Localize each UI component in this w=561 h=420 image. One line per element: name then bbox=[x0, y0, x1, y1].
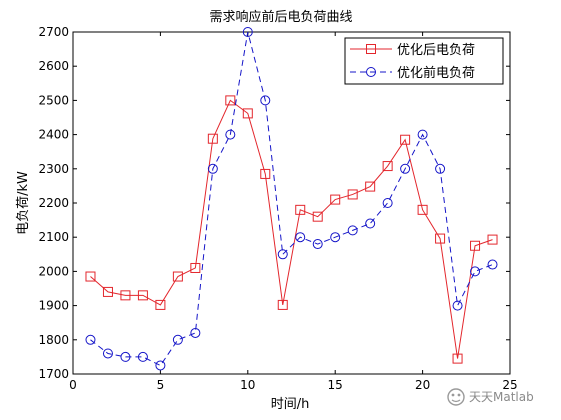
legend-label-series-0: 优化后电负荷 bbox=[397, 43, 475, 58]
y-tick-label: 2000 bbox=[38, 264, 69, 278]
axis-ticks: 0 5 10 15 20 25 1700 1800 1900 2000 2100 2200 2300 24… bbox=[38, 25, 517, 392]
series-0-point bbox=[260, 168, 271, 179]
series-1-point bbox=[172, 334, 183, 345]
series-1-point bbox=[225, 129, 236, 140]
series-0-point bbox=[295, 204, 306, 215]
series-1-point bbox=[452, 300, 463, 311]
y-tick-label: 1800 bbox=[38, 333, 69, 347]
legend: 优化后电负荷 优化前电负荷 bbox=[344, 37, 504, 85]
series-0-point bbox=[102, 286, 113, 297]
x-tick-label: 5 bbox=[157, 378, 165, 392]
y-tick-label: 1700 bbox=[38, 367, 69, 381]
y-tick-label: 2700 bbox=[38, 25, 69, 39]
series-0-point bbox=[207, 133, 218, 144]
series-0-point bbox=[137, 290, 148, 301]
series-1-point bbox=[85, 334, 96, 345]
series-1-point bbox=[120, 351, 131, 362]
series-0-point bbox=[400, 134, 411, 145]
y-tick-label: 2400 bbox=[38, 128, 69, 142]
series-0-point bbox=[277, 299, 288, 310]
series-0-point bbox=[487, 234, 498, 245]
x-tick-label: 25 bbox=[502, 378, 517, 392]
series-1-point bbox=[295, 232, 306, 243]
series-1-point bbox=[347, 225, 358, 236]
series-0-point bbox=[347, 189, 358, 200]
series-0-point bbox=[452, 353, 463, 364]
series-1-point bbox=[470, 266, 481, 277]
series-1-point bbox=[382, 198, 393, 208]
series-1-point bbox=[242, 27, 253, 37]
series-line-1 bbox=[90, 31, 493, 367]
series-0-point bbox=[155, 299, 166, 310]
legend-marker-series-0 bbox=[366, 44, 376, 54]
series-1-point bbox=[330, 232, 341, 243]
wechat-official-account-icon bbox=[447, 388, 465, 406]
x-tick-label: 15 bbox=[328, 378, 343, 392]
series-0-point bbox=[312, 211, 323, 222]
series-1-point bbox=[102, 348, 113, 359]
chart-title: 需求响应前后电负荷曲线 bbox=[209, 9, 352, 25]
watermark: 天天Matlab bbox=[447, 388, 534, 406]
plot-area bbox=[72, 31, 511, 375]
y-tick-label: 2200 bbox=[38, 196, 69, 210]
legend-marker-series-1 bbox=[366, 67, 376, 77]
series-0-point bbox=[172, 271, 183, 282]
series-1-point bbox=[417, 129, 428, 140]
y-tick-label: 2500 bbox=[38, 93, 69, 107]
x-axis-label: 时间/h bbox=[271, 397, 310, 412]
series-1-point bbox=[260, 95, 271, 106]
legend-label-series-1: 优化前电负荷 bbox=[397, 65, 475, 81]
y-tick-label: 1900 bbox=[38, 299, 69, 313]
series-1-point bbox=[190, 327, 201, 338]
x-tick-label: 20 bbox=[415, 378, 430, 392]
series-0-point bbox=[225, 95, 236, 106]
series-1-point bbox=[365, 218, 376, 229]
series-0-point bbox=[417, 204, 428, 215]
series-0-point bbox=[242, 108, 253, 119]
series-0-point bbox=[365, 181, 376, 192]
series-1-point bbox=[400, 163, 411, 174]
x-tick-label: 10 bbox=[240, 378, 255, 392]
y-tick-label: 2100 bbox=[38, 230, 69, 244]
series-0-point bbox=[190, 262, 201, 273]
x-tick-label: 0 bbox=[69, 378, 77, 392]
series-1-point bbox=[155, 360, 166, 371]
series-0-point bbox=[382, 161, 393, 172]
series-1-point bbox=[312, 239, 323, 250]
series-1-point bbox=[435, 163, 446, 174]
series-0-point bbox=[120, 290, 131, 301]
series-1-point bbox=[137, 351, 148, 362]
y-axis-label: 电负荷/kW bbox=[16, 171, 31, 235]
series-0-point bbox=[330, 194, 341, 205]
y-tick-label: 2600 bbox=[38, 59, 69, 73]
series-1-point bbox=[487, 259, 498, 270]
series-1-point bbox=[207, 163, 218, 174]
series-0-point bbox=[435, 233, 446, 244]
y-tick-label: 2300 bbox=[38, 162, 69, 176]
watermark-text: 天天Matlab bbox=[469, 390, 534, 404]
series-0-point bbox=[85, 271, 96, 282]
series-0-point bbox=[470, 240, 481, 251]
series-1-point bbox=[277, 249, 288, 260]
series-layer bbox=[85, 27, 498, 371]
